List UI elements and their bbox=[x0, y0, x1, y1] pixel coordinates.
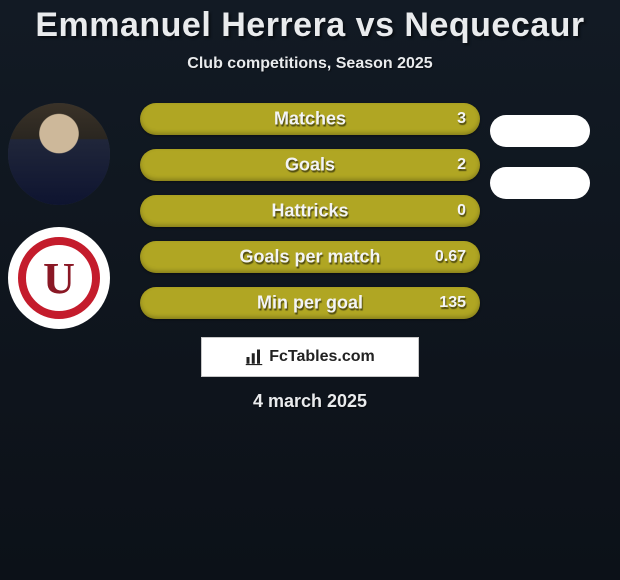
stat-right-value: 135 bbox=[436, 294, 466, 312]
club-logo-ring: U bbox=[18, 237, 100, 319]
bar-chart-icon bbox=[245, 348, 263, 366]
stat-right-value: 2 bbox=[436, 156, 466, 174]
page-subtitle: Club competitions, Season 2025 bbox=[0, 55, 620, 73]
stats-area: U Matches 3 Goals 2 Hattricks 0 bbox=[0, 103, 620, 319]
stat-right-value: 3 bbox=[436, 110, 466, 128]
stat-label: Min per goal bbox=[257, 293, 363, 314]
date-label: 4 march 2025 bbox=[0, 391, 620, 412]
stat-label: Goals bbox=[285, 155, 335, 176]
club-logo-letter: U bbox=[43, 253, 75, 304]
comparison-card: Emmanuel Herrera vs Nequecaur Club compe… bbox=[0, 0, 620, 580]
stat-bar-goals-per-match: Goals per match 0.67 bbox=[140, 241, 480, 273]
right-column bbox=[490, 115, 602, 219]
right-pill bbox=[490, 115, 590, 147]
left-column: U bbox=[8, 103, 118, 329]
player-photo-placeholder bbox=[8, 103, 110, 205]
stat-bar-hattricks: Hattricks 0 bbox=[140, 195, 480, 227]
stat-right-value: 0 bbox=[436, 202, 466, 220]
right-pill bbox=[490, 167, 590, 199]
stat-bars: Matches 3 Goals 2 Hattricks 0 Goals per … bbox=[140, 103, 480, 319]
stat-bar-goals: Goals 2 bbox=[140, 149, 480, 181]
stat-label: Hattricks bbox=[271, 201, 348, 222]
club-logo-inner: U bbox=[8, 227, 110, 329]
stat-label: Matches bbox=[274, 109, 346, 130]
watermark-text: FcTables.com bbox=[269, 348, 375, 366]
club-logo: U bbox=[8, 227, 110, 329]
stat-label: Goals per match bbox=[239, 247, 380, 268]
stat-right-value: 0.67 bbox=[435, 248, 466, 266]
stat-bar-matches: Matches 3 bbox=[140, 103, 480, 135]
player-avatar bbox=[8, 103, 110, 205]
page-title: Emmanuel Herrera vs Nequecaur bbox=[0, 6, 620, 45]
watermark[interactable]: FcTables.com bbox=[201, 337, 419, 377]
stat-bar-min-per-goal: Min per goal 135 bbox=[140, 287, 480, 319]
